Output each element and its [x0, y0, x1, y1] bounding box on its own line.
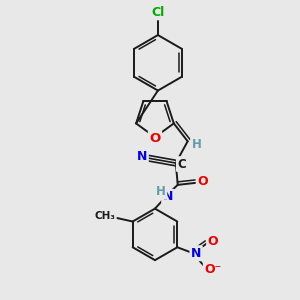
Text: CH₃: CH₃: [94, 211, 116, 220]
Text: N: N: [163, 190, 173, 203]
Text: O⁻: O⁻: [204, 262, 222, 276]
Text: N: N: [137, 150, 147, 163]
Text: C: C: [177, 158, 186, 170]
Text: O: O: [197, 176, 208, 188]
Text: O: O: [208, 235, 218, 248]
Text: O: O: [149, 132, 161, 145]
Text: H: H: [192, 138, 202, 151]
Text: H: H: [156, 185, 166, 198]
Text: Cl: Cl: [151, 6, 165, 19]
Text: N: N: [191, 247, 201, 260]
